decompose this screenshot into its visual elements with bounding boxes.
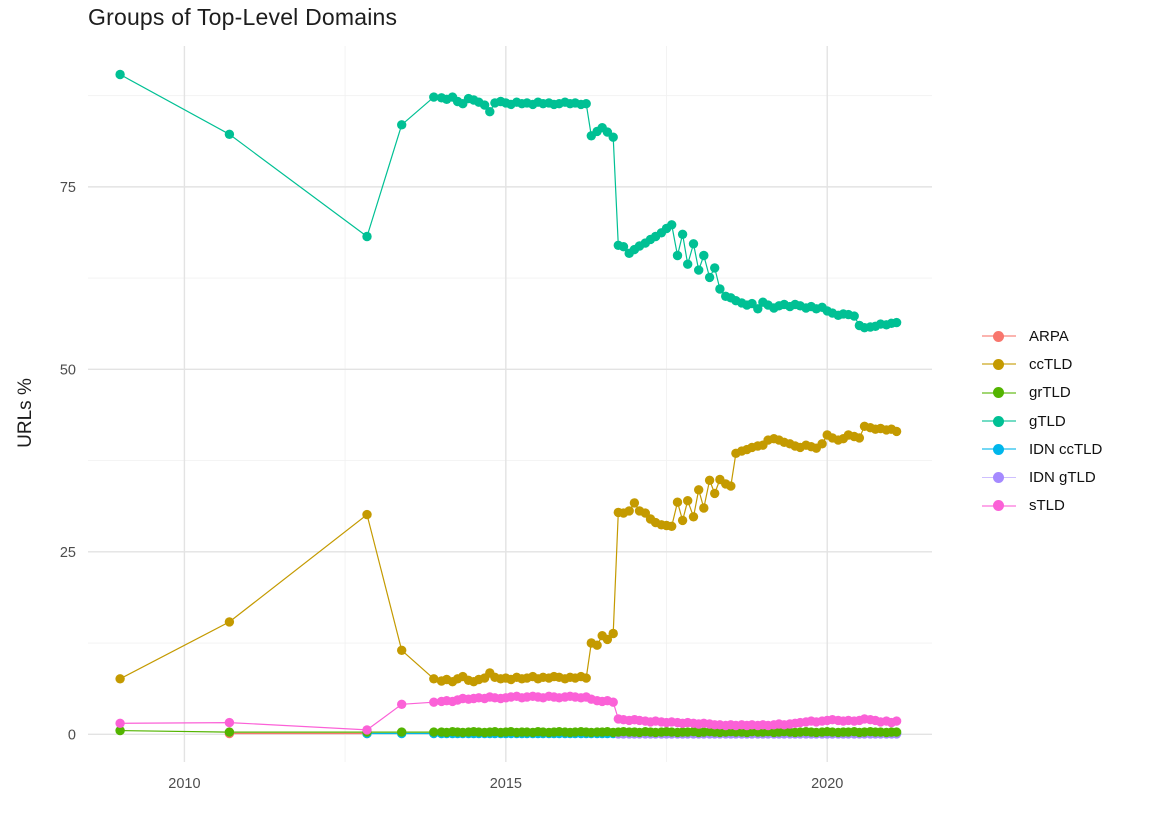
data-point-gtld: [849, 311, 859, 321]
legend-item-cctld: ccTLD: [982, 350, 1102, 378]
data-point-stld: [397, 699, 407, 709]
legend: ARPA ccTLD grTLD gTLD IDN ccTLD IDN gTLD sTLD: [982, 322, 1102, 520]
legend-key-icon: [982, 358, 1016, 370]
data-point-gtld: [710, 263, 720, 273]
data-point-cctld: [726, 481, 736, 491]
data-point-gtld: [683, 259, 693, 269]
data-point-cctld: [677, 515, 688, 526]
data-point-gtld: [753, 304, 763, 314]
data-point-cctld: [629, 498, 640, 508]
data-point-cctld: [672, 497, 683, 507]
legend-dot-swatch: [993, 330, 1004, 342]
data-point-cctld: [581, 673, 591, 683]
y-tick-label: 0: [68, 727, 76, 743]
legend-key-icon: [982, 415, 1016, 427]
data-point-gtld: [608, 132, 618, 142]
legend-dot-swatch: [993, 472, 1004, 484]
legend-label: ccTLD: [1029, 355, 1073, 373]
legend-key-icon: [982, 472, 1016, 484]
data-point-gtld: [688, 239, 699, 249]
legend-label: IDN gTLD: [1029, 469, 1096, 487]
legend-dot-swatch: [993, 415, 1004, 427]
data-point-gtld: [362, 231, 372, 242]
data-point-stld: [429, 697, 439, 707]
legend-item-idn-gtld: IDN gTLD: [982, 463, 1102, 491]
data-point-grtld: [891, 727, 902, 737]
data-point-cctld: [362, 509, 372, 520]
data-point-gtld: [704, 272, 715, 283]
data-point-gtld: [429, 92, 439, 102]
legend-item-gtld: gTLD: [982, 407, 1102, 435]
data-point-gtld: [581, 99, 591, 109]
data-point-cctld: [115, 674, 125, 684]
data-point-cctld: [704, 475, 715, 485]
data-point-gtld: [672, 250, 683, 261]
data-point-gtld: [115, 69, 125, 80]
page-title: Groups of Top-Level Domains: [88, 4, 398, 30]
data-point-gtld: [397, 120, 407, 130]
data-point-cctld: [592, 640, 602, 650]
y-tick-label: 25: [60, 545, 76, 561]
legend-item-stld: sTLD: [982, 492, 1102, 520]
legend-dot-swatch: [993, 358, 1004, 370]
legend-label: sTLD: [1029, 497, 1065, 515]
data-point-gtld: [224, 129, 235, 139]
data-point-cctld: [694, 485, 704, 495]
x-tick-label: 2020: [811, 776, 843, 792]
data-point-stld: [362, 725, 372, 735]
data-point-grtld: [429, 727, 439, 737]
legend-item-arpa: ARPA: [982, 322, 1102, 350]
legend-key-icon: [982, 330, 1016, 342]
data-point-cctld: [817, 439, 827, 449]
legend-dot-swatch: [993, 500, 1004, 512]
legend-dot-swatch: [993, 387, 1004, 399]
legend-label: gTLD: [1029, 412, 1066, 430]
data-point-gtld: [618, 242, 629, 252]
data-point-gtld: [667, 220, 677, 230]
x-tick-label: 2015: [490, 776, 522, 792]
data-point-cctld: [699, 503, 709, 513]
data-point-gtld: [715, 284, 725, 294]
data-point-cctld: [688, 512, 699, 522]
data-point-cctld: [854, 433, 865, 443]
legend-label: IDN ccTLD: [1029, 440, 1103, 458]
data-point-grtld: [397, 727, 407, 737]
legend-key-icon: [982, 500, 1016, 512]
series-line-gtld: [119, 73, 897, 329]
data-point-cctld: [891, 426, 902, 437]
data-point-cctld: [602, 634, 613, 645]
data-point-stld: [224, 717, 235, 728]
data-point-cctld: [429, 674, 439, 684]
legend-key-icon: [982, 387, 1016, 399]
data-point-grtld: [224, 727, 235, 737]
data-point-cctld: [683, 496, 693, 506]
legend-label: grTLD: [1029, 384, 1071, 402]
x-tick-label: 2010: [168, 776, 200, 792]
legend-label: ARPA: [1029, 327, 1069, 345]
data-point-stld: [608, 697, 618, 707]
data-point-cctld: [624, 506, 634, 516]
data-point-gtld: [485, 107, 495, 117]
legend-key-icon: [982, 443, 1016, 455]
y-tick-label: 75: [60, 180, 76, 196]
data-point-cctld: [224, 617, 235, 627]
legend-item-grtld: grTLD: [982, 379, 1102, 407]
legend-dot-swatch: [993, 443, 1004, 455]
data-point-gtld: [694, 265, 704, 275]
y-tick-label: 50: [60, 362, 76, 378]
data-point-gtld: [677, 229, 688, 239]
data-point-cctld: [667, 521, 677, 531]
data-point-stld: [115, 718, 125, 728]
data-point-grtld: [115, 725, 125, 736]
legend-item-idn-cctld: IDN ccTLD: [982, 435, 1102, 463]
data-point-cctld: [608, 628, 618, 639]
data-point-cctld: [397, 645, 407, 655]
data-point-gtld: [479, 100, 490, 110]
data-point-stld: [891, 716, 902, 726]
data-point-cctld: [710, 488, 720, 499]
data-point-gtld: [891, 317, 902, 328]
data-point-gtld: [699, 250, 709, 261]
